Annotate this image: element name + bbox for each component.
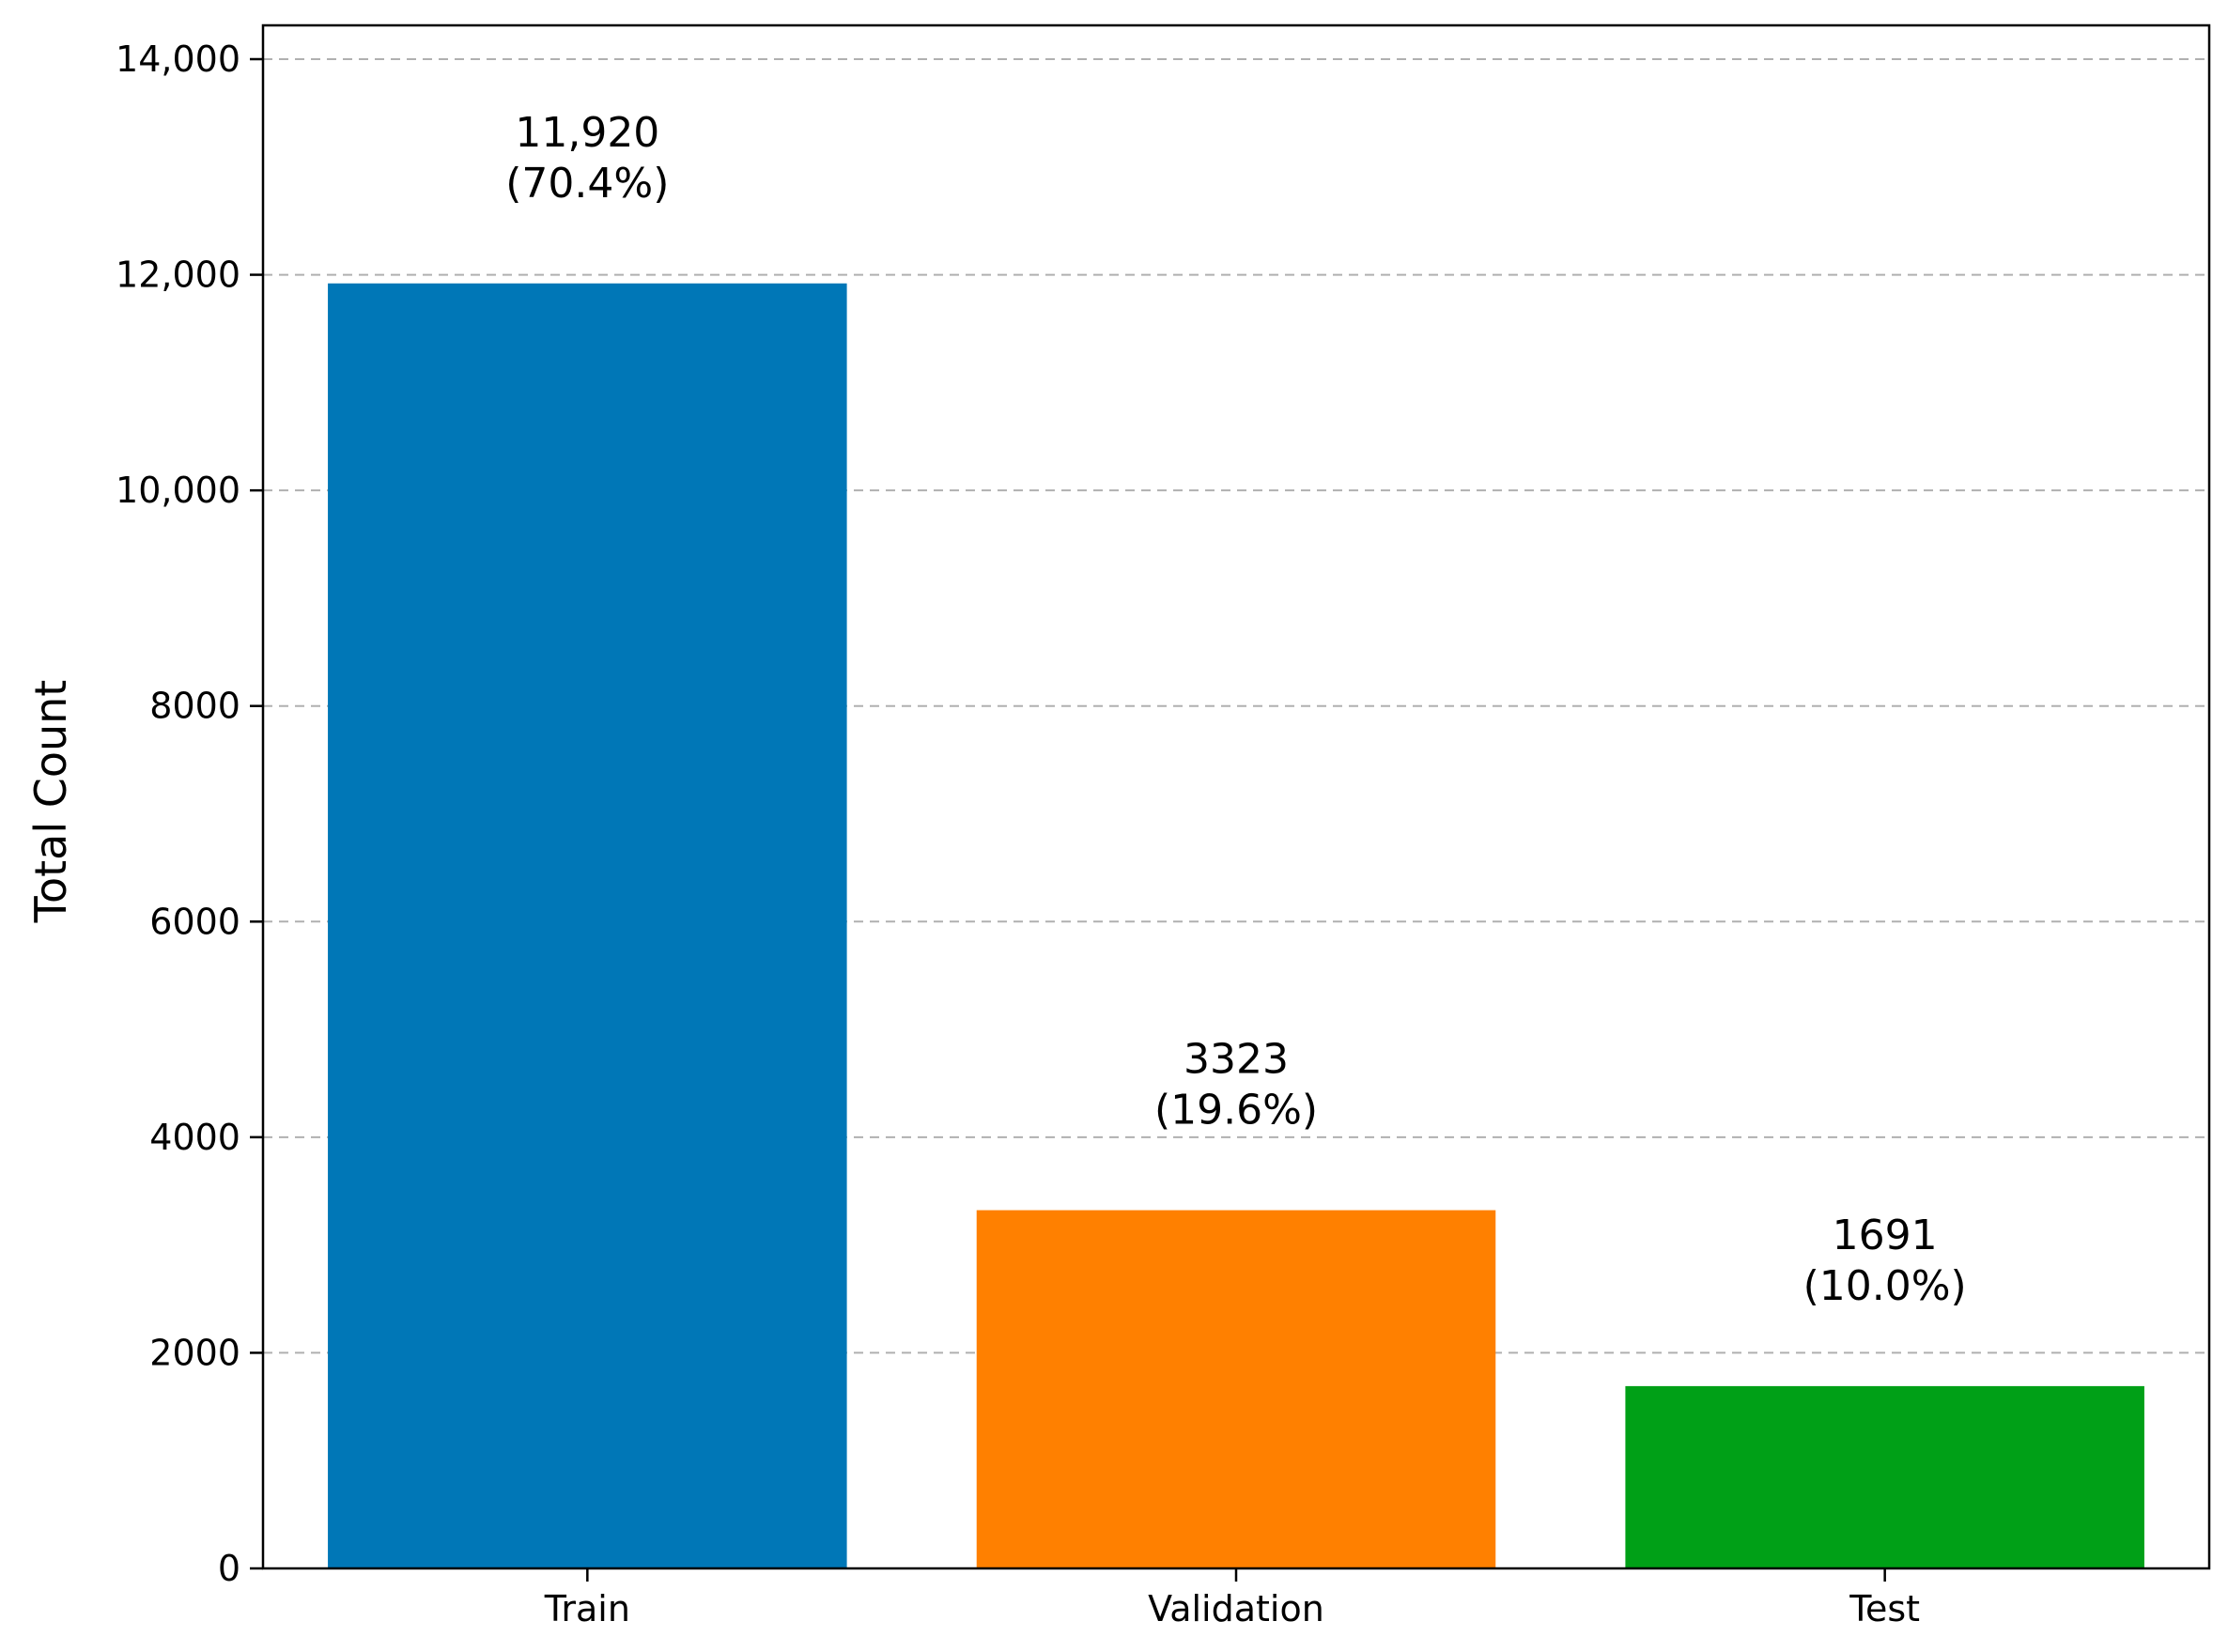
bar-test	[1625, 1385, 2144, 1568]
x-tick-label: Train	[544, 1588, 630, 1629]
y-tick-label: 2000	[149, 1332, 240, 1373]
bar-validation	[976, 1210, 1496, 1568]
y-tick-label: 0	[218, 1548, 240, 1589]
x-tick-label: Test	[1849, 1588, 1920, 1629]
plot-frame	[261, 23, 2211, 1570]
y-tick-label: 14,000	[116, 39, 240, 80]
y-axis-title: Total Count	[25, 680, 76, 924]
percent-label: (19.6%)	[1154, 1087, 1318, 1135]
bar-train	[328, 283, 847, 1568]
value-label: 11,920	[515, 109, 659, 157]
y-tick-label: 10,000	[116, 470, 240, 511]
axes: 0 2000 4000 6000 8000 10,000 12,000 14,000 Train…	[116, 39, 1920, 1629]
y-tick-label: 4000	[149, 1117, 240, 1158]
percent-label: (70.4%)	[505, 160, 669, 208]
value-label: 3323	[1184, 1036, 1289, 1084]
y-tick-label: 8000	[149, 686, 240, 727]
x-tick-label: Validation	[1148, 1588, 1324, 1629]
percent-label: (10.0%)	[1803, 1262, 1967, 1310]
y-tick-label: 6000	[149, 901, 240, 942]
data-labels: 11,920(70.4%) 3323(19.6%) 1691(10.0%)	[505, 109, 1966, 1310]
y-tick-label: 12,000	[116, 255, 240, 296]
bars	[328, 283, 2144, 1568]
value-label: 1691	[1833, 1212, 1938, 1259]
